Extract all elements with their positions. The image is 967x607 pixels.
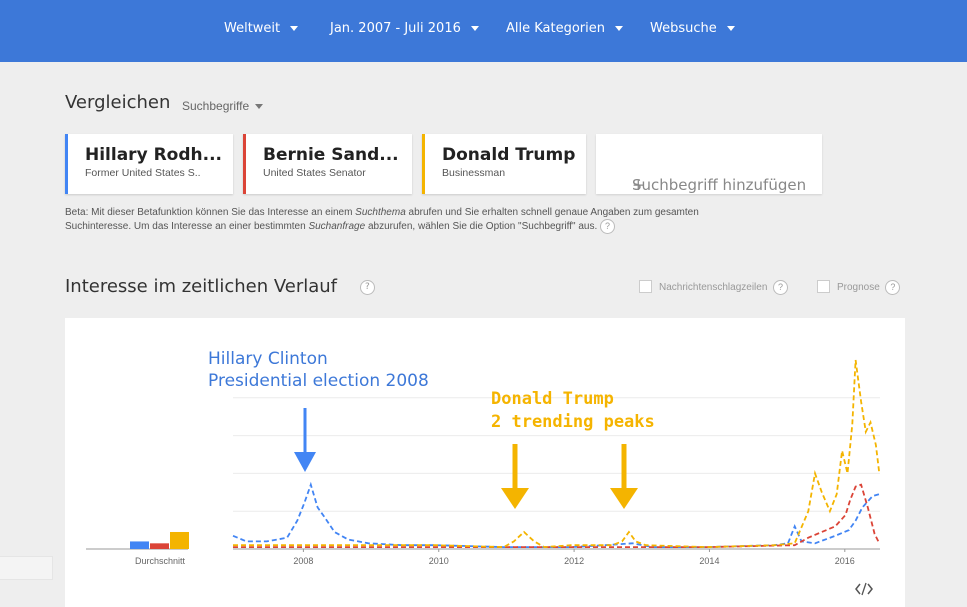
timerange-label: Jan. 2007 - Juli 2016 xyxy=(330,21,461,36)
trump-annotation-line2: 2 trending peaks xyxy=(491,412,655,432)
beta-text-3: abzurufen, wählen Sie die Option "Suchbe… xyxy=(365,221,598,233)
forecast-label: Prognose ? xyxy=(837,280,901,295)
term-color-bar xyxy=(65,134,68,194)
search-type-label: Websuche xyxy=(650,21,717,36)
compare-type-label: Suchbegriffe xyxy=(182,99,250,113)
arrow-down-icon xyxy=(294,408,316,472)
x-tick-label: 2014 xyxy=(699,556,719,566)
term-description: Former United States S.. xyxy=(85,167,201,179)
forecast-checkbox[interactable] xyxy=(817,280,830,293)
help-icon[interactable]: ? xyxy=(885,280,901,295)
region-label: Weltweit xyxy=(224,21,281,36)
add-term-label: Suchbegriff hinzufügen xyxy=(632,176,807,194)
category-label: Alle Kategorien xyxy=(506,21,606,36)
average-bar xyxy=(130,541,149,549)
term-description: United States Senator xyxy=(263,167,366,179)
chevron-down-icon xyxy=(290,26,299,31)
plus-icon: + xyxy=(632,176,645,194)
chart-gridlines xyxy=(86,397,880,550)
chevron-down-icon xyxy=(470,26,479,31)
clinton-annotation-line1: Hillary Clinton xyxy=(208,349,328,369)
help-icon[interactable]: ? xyxy=(772,280,788,295)
series-line xyxy=(233,359,881,549)
embed-code-icon[interactable] xyxy=(855,582,873,596)
term-title: Donald Trump xyxy=(442,145,576,165)
x-tick-label: 2008 xyxy=(293,556,313,566)
x-tick-label: 2010 xyxy=(429,556,449,566)
beta-notice: Beta: Mit dieser Betafunktion können Sie… xyxy=(65,206,725,234)
term-color-bar xyxy=(243,134,246,194)
average-bar xyxy=(170,531,189,549)
trump-annotation: Donald Trump 2 trending peaks xyxy=(491,388,655,434)
beta-topic-term: Suchthema xyxy=(355,207,406,218)
news-headlines-checkbox[interactable] xyxy=(639,280,652,293)
chart-panel xyxy=(65,318,905,607)
compare-type-dropdown[interactable]: Suchbegriffe xyxy=(182,99,264,113)
interest-title: Interesse im zeitlichen Verlauf xyxy=(65,276,337,297)
chevron-down-icon xyxy=(615,26,624,31)
category-dropdown[interactable]: Alle Kategorien xyxy=(506,0,624,58)
help-icon[interactable]: ? xyxy=(600,219,616,234)
term-title: Hillary Rodh... xyxy=(85,145,222,165)
term-card-trump[interactable]: Donald Trump Businessman xyxy=(422,134,586,194)
region-dropdown[interactable]: Weltweit xyxy=(224,0,299,58)
arrow-down-icon xyxy=(501,444,529,509)
trump-annotation-line1: Donald Trump xyxy=(491,389,614,409)
beta-text-1: Beta: Mit dieser Betafunktion können Sie… xyxy=(65,207,356,218)
help-icon[interactable]: ? xyxy=(359,279,375,295)
term-color-bar xyxy=(422,134,425,194)
clinton-annotation-line2: Presidential election 2008 xyxy=(208,371,429,391)
term-card-sanders[interactable]: Bernie Sand... United States Senator xyxy=(243,134,412,194)
term-card-clinton[interactable]: Hillary Rodh... Former United States S.. xyxy=(65,134,233,194)
compare-heading: Vergleichen xyxy=(65,92,171,113)
average-bar xyxy=(150,543,169,549)
forecast-text: Prognose xyxy=(837,282,880,294)
news-headlines-text: Nachrichtenschlagzeilen xyxy=(659,282,768,294)
annotation-arrows xyxy=(294,408,638,509)
add-term-input[interactable]: + Suchbegriff hinzufügen xyxy=(596,134,822,194)
arrow-down-icon xyxy=(610,444,638,509)
timerange-dropdown[interactable]: Jan. 2007 - Juli 2016 xyxy=(330,0,479,58)
beta-query-term: Suchanfrage xyxy=(308,221,366,233)
series-line xyxy=(233,483,881,548)
news-headlines-label: Nachrichtenschlagzeilen ? xyxy=(659,280,788,295)
side-stub xyxy=(0,556,53,580)
clinton-annotation: Hillary Clinton Presidential election 20… xyxy=(208,348,429,392)
search-type-dropdown[interactable]: Websuche xyxy=(650,0,735,58)
top-bar: Weltweit Jan. 2007 - Juli 2016 Alle Kate… xyxy=(0,0,967,62)
series-lines xyxy=(232,359,881,549)
interest-heading: Interesse im zeitlichen Verlauf ? xyxy=(65,276,375,297)
term-description: Businessman xyxy=(442,167,506,179)
term-title: Bernie Sand... xyxy=(263,145,399,165)
average-bars: Durchschnitt xyxy=(130,531,189,566)
chevron-down-icon xyxy=(726,26,735,31)
average-label: Durchschnitt xyxy=(135,556,186,566)
series-line xyxy=(232,481,880,548)
chevron-down-icon xyxy=(255,104,264,110)
x-tick-label: 2016 xyxy=(835,556,855,566)
x-tick-label: 2012 xyxy=(564,556,584,566)
beta-text-2: abrufen und Sie erhalten schnell genaue … xyxy=(65,207,699,233)
x-axis-ticks: 2008 2010 2012 2014 2016 xyxy=(293,549,855,566)
